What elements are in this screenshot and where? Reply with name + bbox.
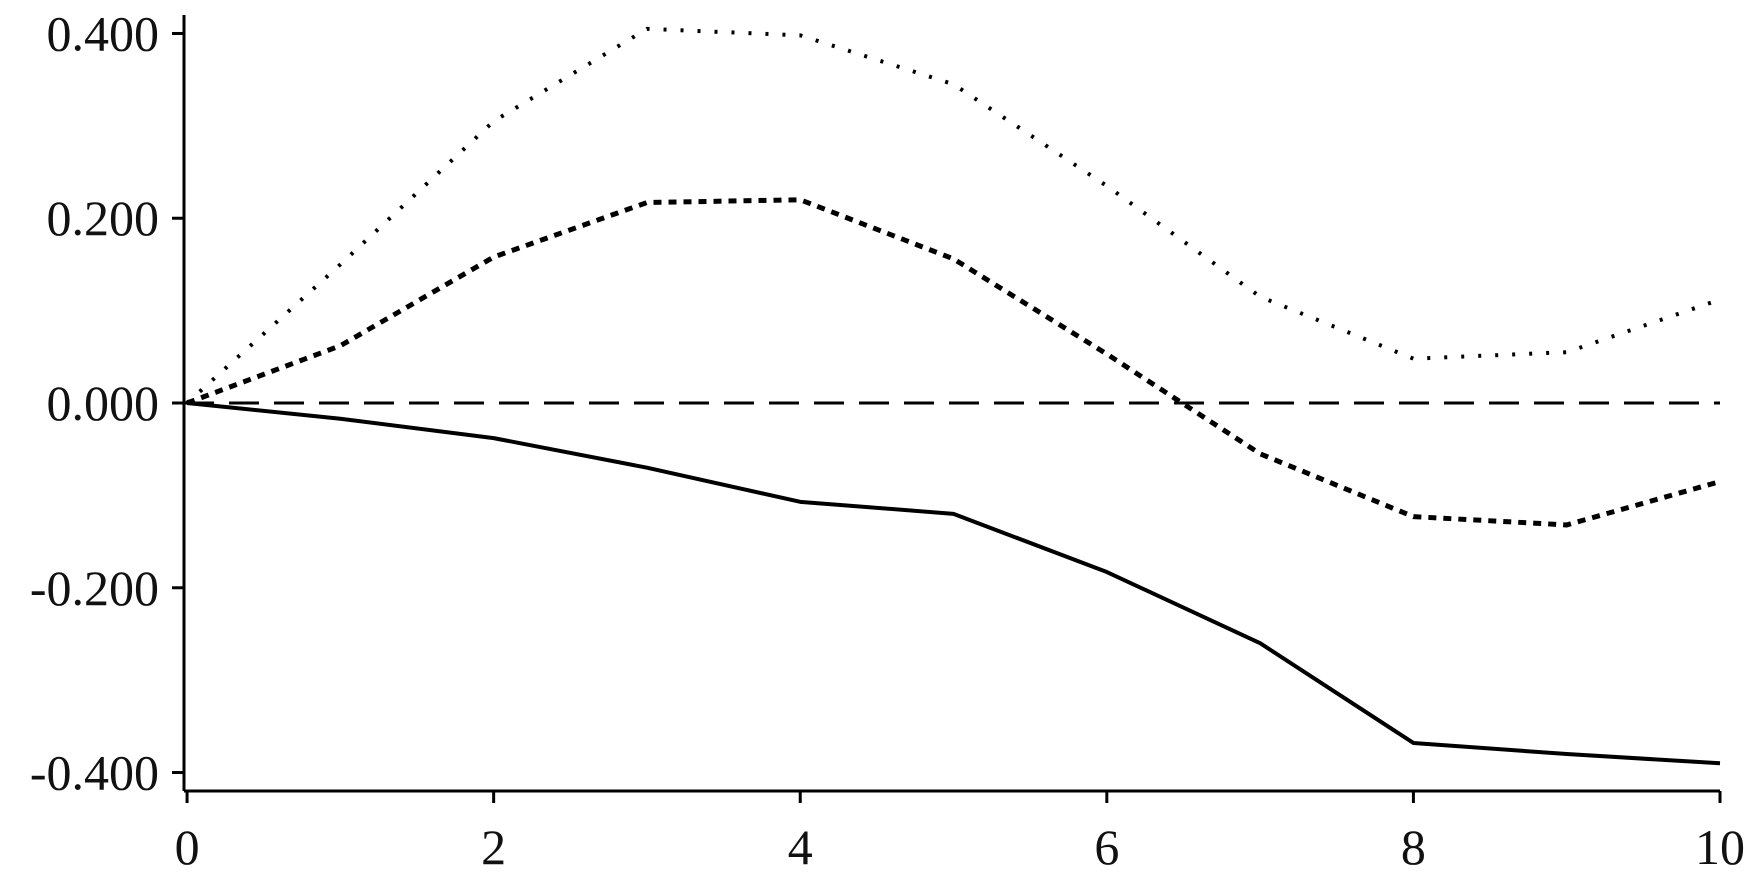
y-tick-label: 0.000 <box>47 375 160 431</box>
x-tick-label: 2 <box>481 819 506 872</box>
x-tick-label: 4 <box>788 819 813 872</box>
series-line-dotted <box>185 26 1721 405</box>
x-tick-label: 8 <box>1401 819 1426 872</box>
series-line-dashed <box>186 197 1721 528</box>
y-tick-label: -0.200 <box>30 560 159 616</box>
x-tick-label: 10 <box>1695 819 1745 872</box>
y-tick-label: -0.400 <box>30 745 159 801</box>
ticks <box>172 31 1722 803</box>
tick-labels: 0.400 0.200 0.000 -0.200 -0.400 0 2 4 6 8 10 <box>30 5 1745 872</box>
series-line-solid <box>186 401 1721 766</box>
y-tick-label: 0.400 <box>47 5 160 61</box>
y-tick-label: 0.200 <box>47 190 160 246</box>
x-tick-label: 6 <box>1094 819 1119 872</box>
series-lines <box>184 26 1721 766</box>
x-tick-label: 0 <box>175 819 200 872</box>
